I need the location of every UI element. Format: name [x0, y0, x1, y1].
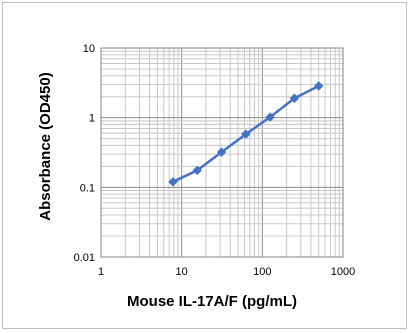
x-tick-label: 1000: [331, 266, 355, 278]
data-point: [265, 112, 275, 122]
y-tick-label: 10: [83, 43, 95, 55]
x-tick-label: 10: [176, 266, 188, 278]
data-point: [168, 177, 178, 187]
y-tick-label: 1: [89, 113, 95, 125]
y-tick-label: 0.1: [80, 182, 95, 194]
data-point: [241, 129, 251, 139]
data-point: [216, 147, 227, 157]
data-point: [192, 165, 202, 176]
series: [168, 81, 324, 187]
y-axis-ticks: 0.01 0.1 1 10: [74, 43, 95, 264]
y-tick-label: 0.01: [74, 252, 95, 264]
data-point: [289, 93, 300, 103]
plot-area-border: [100, 47, 344, 258]
x-axis-ticks: 1 10 100 1000: [98, 266, 355, 278]
data-point: [314, 81, 324, 91]
x-axis-title: Mouse IL-17A/F (pg/mL): [127, 293, 297, 310]
x-tick-label: 100: [253, 266, 271, 278]
x-tick-label: 1: [98, 266, 104, 278]
grid: [101, 48, 343, 257]
y-axis-title: Absorbance (OD450): [37, 72, 54, 220]
